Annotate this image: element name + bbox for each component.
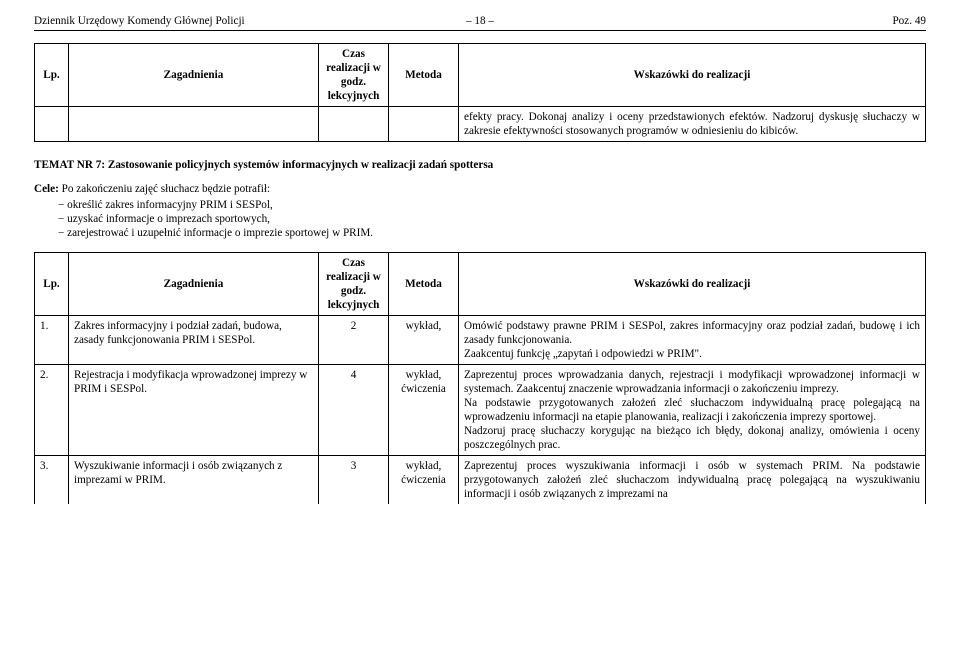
table-row: 2. Rejestracja i modyfikacja wprowadzone… (35, 365, 926, 456)
cell-lp (35, 107, 69, 142)
col-header-wskazowki: Wskazówki do realizacji (459, 253, 926, 316)
cell-metoda (389, 107, 459, 142)
cell-wskazowki: Zaprezentuj proces wyszukiwania informac… (459, 456, 926, 505)
table-top: Lp. Zagadnienia Czas realizacji w godz. … (34, 43, 926, 142)
col-header-lp: Lp. (35, 253, 69, 316)
col-header-czas: Czas realizacji w godz. lekcyjnych (319, 253, 389, 316)
col-header-wskazowki: Wskazówki do realizacji (459, 44, 926, 107)
header-left: Dziennik Urzędowy Komendy Głównej Policj… (34, 14, 245, 28)
table-row: efekty pracy. Dokonaj analizy i oceny pr… (35, 107, 926, 142)
list-item: określić zakres informacyjny PRIM i SESP… (58, 198, 926, 212)
cell-metoda: wykład, ćwiczenia (389, 365, 459, 456)
page: Dziennik Urzędowy Komendy Głównej Policj… (0, 0, 960, 655)
cell-zagadnienia: Rejestracja i modyfikacja wprowadzonej i… (69, 365, 319, 456)
cell-lp: 2. (35, 365, 69, 456)
cell-lp: 3. (35, 456, 69, 505)
list-item: zarejestrować i uzupełnić informacje o i… (58, 226, 926, 240)
col-header-metoda: Metoda (389, 44, 459, 107)
table-main: Lp. Zagadnienia Czas realizacji w godz. … (34, 252, 926, 504)
cell-metoda: wykład, ćwiczenia (389, 456, 459, 505)
table-row: Lp. Zagadnienia Czas realizacji w godz. … (35, 253, 926, 316)
cell-zagadnienia (69, 107, 319, 142)
cele-intro: Po zakończeniu zajęć słuchacz będzie pot… (59, 183, 270, 195)
cell-zagadnienia: Wyszukiwanie informacji i osób związanyc… (69, 456, 319, 505)
cell-lp: 1. (35, 316, 69, 365)
cell-czas: 4 (319, 365, 389, 456)
col-header-czas: Czas realizacji w godz. lekcyjnych (319, 44, 389, 107)
col-header-metoda: Metoda (389, 253, 459, 316)
header-right: Poz. 49 (892, 14, 926, 28)
table-row: Lp. Zagadnienia Czas realizacji w godz. … (35, 44, 926, 107)
list-item: uzyskać informacje o imprezach sportowyc… (58, 212, 926, 226)
cell-czas (319, 107, 389, 142)
cell-wskazowki: Zaprezentuj proces wprowadzania danych, … (459, 365, 926, 456)
cell-wskazowki: Omówić podstawy prawne PRIM i SESPol, za… (459, 316, 926, 365)
cele-list: określić zakres informacyjny PRIM i SESP… (58, 198, 926, 240)
section-title: TEMAT NR 7: Zastosowanie policyjnych sys… (34, 158, 926, 172)
col-header-zagadnienia: Zagadnienia (69, 253, 319, 316)
col-header-lp: Lp. (35, 44, 69, 107)
cele-lead: Cele: (34, 183, 59, 195)
cell-czas: 3 (319, 456, 389, 505)
cell-metoda: wykład, (389, 316, 459, 365)
col-header-zagadnienia: Zagadnienia (69, 44, 319, 107)
cell-zagadnienia: Zakres informacyjny i podział zadań, bud… (69, 316, 319, 365)
header-page-number: – 18 – (466, 14, 494, 28)
cele-block: Cele: Po zakończeniu zajęć słuchacz będz… (34, 182, 926, 240)
page-header: Dziennik Urzędowy Komendy Głównej Policj… (34, 14, 926, 31)
cell-czas: 2 (319, 316, 389, 365)
table-row: 1. Zakres informacyjny i podział zadań, … (35, 316, 926, 365)
table-row: 3. Wyszukiwanie informacji i osób związa… (35, 456, 926, 505)
cell-wskazowki: efekty pracy. Dokonaj analizy i oceny pr… (459, 107, 926, 142)
